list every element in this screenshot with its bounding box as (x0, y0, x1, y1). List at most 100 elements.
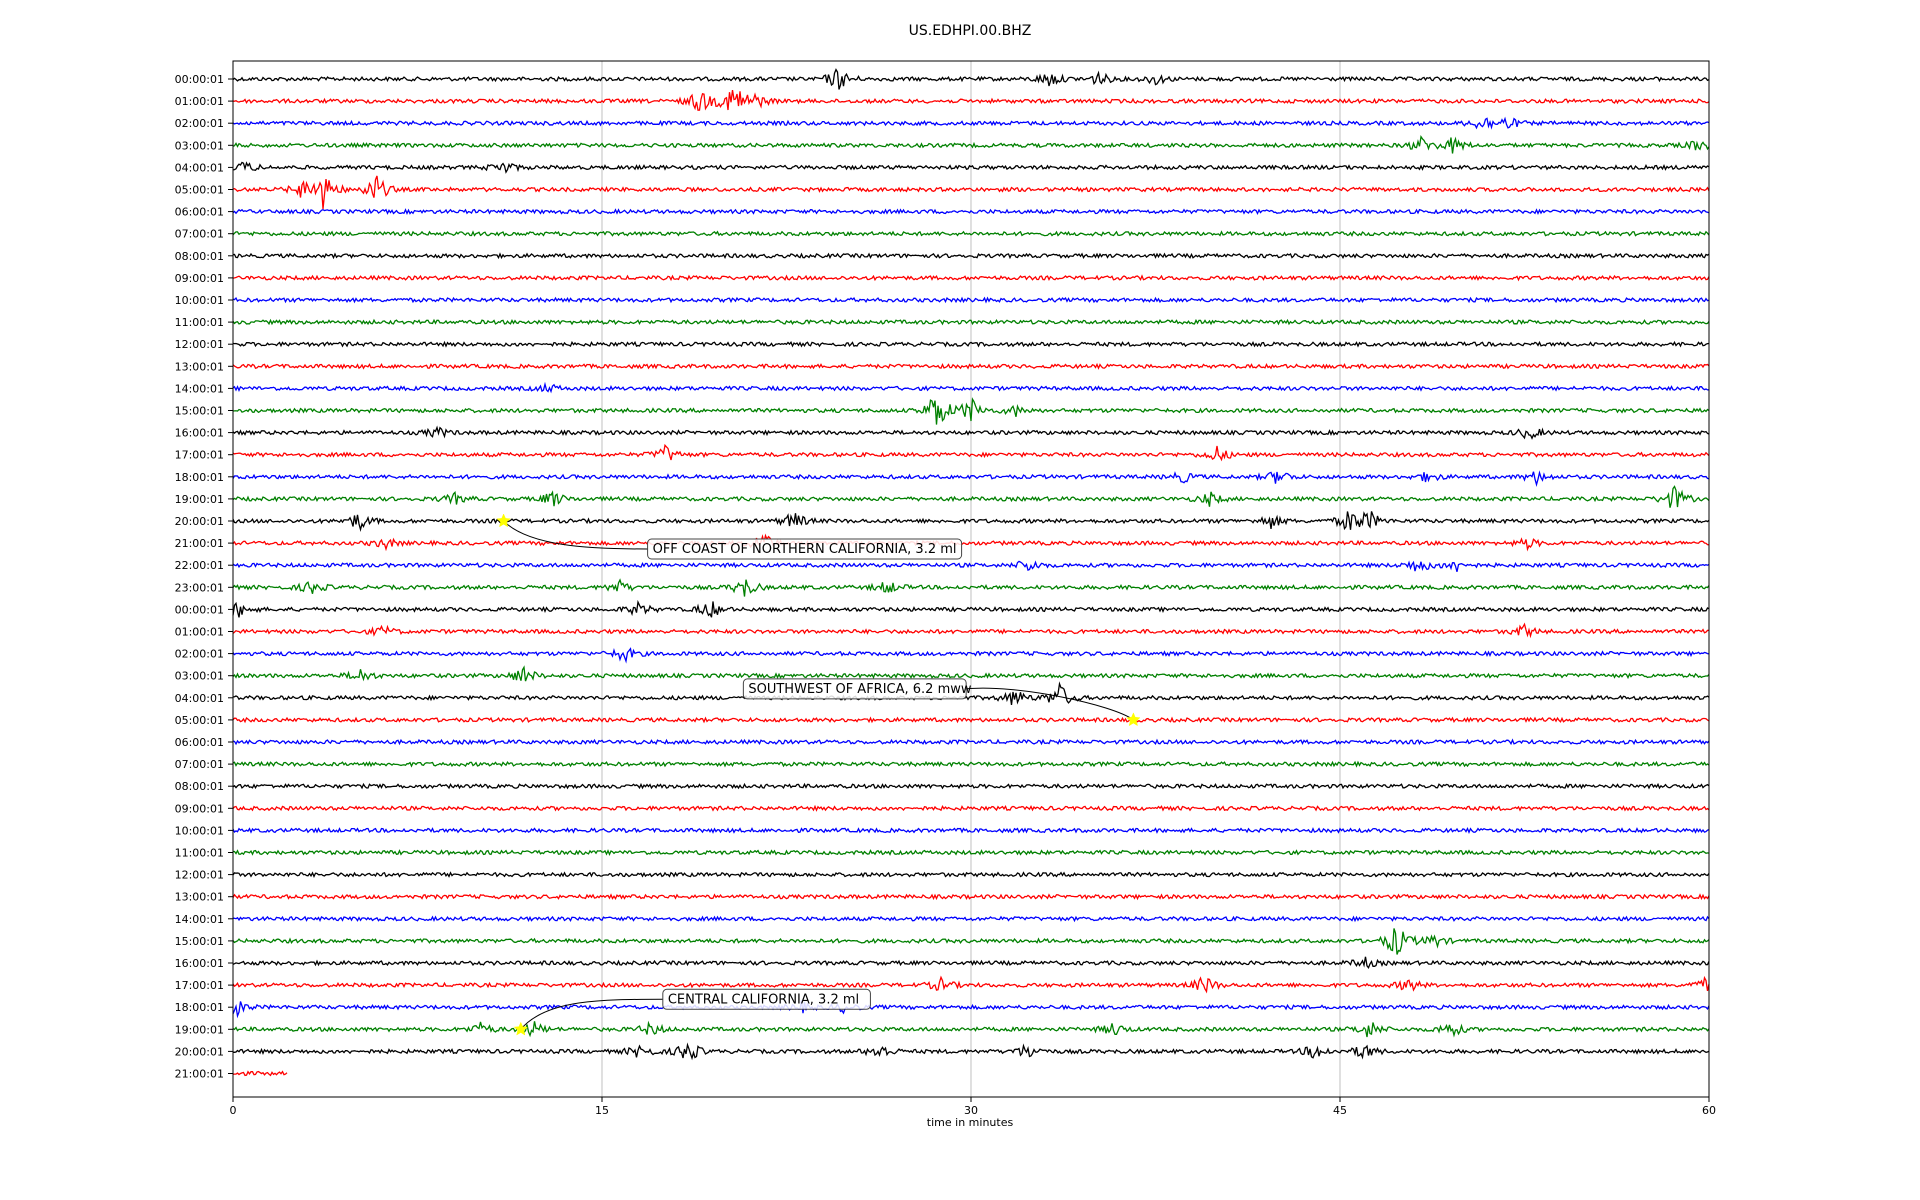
event-connector (520, 998, 663, 1030)
event-label: SOUTHWEST OF AFRICA, 6.2 mww (748, 682, 972, 697)
row-time-label: 18:00:01 (175, 471, 224, 484)
trace-row (232, 782, 1710, 790)
trace-row (232, 560, 1710, 572)
row-time-label: 00:00:01 (175, 603, 224, 616)
event-star-marker (496, 513, 511, 528)
event-star-marker (1126, 712, 1141, 727)
chart-title: US.EDHPI.00.BHZ (909, 23, 1032, 39)
trace-row (232, 511, 1710, 533)
trace-row (232, 68, 1710, 90)
trace-row (232, 578, 1710, 597)
event-connector (503, 520, 648, 550)
row-time-label: 21:00:01 (175, 537, 224, 550)
row-time-label: 05:00:01 (175, 184, 224, 197)
trace-row (232, 1000, 1710, 1019)
trace-row (232, 1042, 1710, 1061)
trace-row (232, 1070, 288, 1077)
x-axis-ticks: 0 15 30 45 60 (230, 1097, 1716, 1117)
event-label: CENTRAL CALIFORNIA, 3.2 ml (668, 992, 859, 1007)
trace-row (232, 274, 1710, 282)
trace-row (232, 485, 1710, 508)
trace-row (232, 381, 1710, 394)
row-time-label: 15:00:01 (175, 935, 224, 948)
row-time-label: 09:00:01 (175, 272, 224, 285)
trace-row (233, 849, 1710, 857)
row-time-label: 02:00:01 (175, 648, 224, 661)
trace-row (232, 470, 1710, 488)
trace-row (232, 175, 1710, 209)
row-time-label: 07:00:01 (175, 758, 224, 771)
row-time-label: 11:00:01 (175, 847, 224, 860)
row-time-label: 06:00:01 (175, 206, 224, 219)
trace-row (232, 425, 1710, 440)
row-time-label: 22:00:01 (175, 559, 224, 572)
trace-row (232, 116, 1710, 130)
event-label-box (742, 678, 967, 700)
row-time-label: 16:00:01 (175, 957, 224, 970)
trace-row (232, 599, 1710, 618)
x-axis-label: time in minutes (927, 1116, 1014, 1129)
row-time-label: 06:00:01 (175, 736, 224, 749)
row-time-label: 23:00:01 (175, 581, 224, 594)
row-time-label: 19:00:01 (175, 1023, 224, 1036)
row-time-label: 03:00:01 (175, 139, 224, 152)
row-time-label: 07:00:01 (175, 228, 224, 241)
row-time-label: 05:00:01 (175, 714, 224, 727)
trace-row (232, 134, 1710, 154)
trace-row (232, 362, 1710, 370)
row-time-label: 01:00:01 (175, 626, 224, 639)
trace-row (232, 230, 1710, 238)
trace-row (232, 208, 1710, 216)
x-tick-label: 15 (595, 1104, 609, 1117)
trace-row (232, 915, 1710, 923)
trace-row (232, 716, 1710, 724)
trace-row (232, 533, 1710, 552)
row-time-label: 10:00:01 (175, 824, 224, 837)
trace-row (232, 647, 1710, 664)
row-time-label: 14:00:01 (175, 913, 224, 926)
trace-row (232, 928, 1710, 955)
row-time-label: 14:00:01 (175, 382, 224, 395)
row-time-label: 18:00:01 (175, 1001, 224, 1014)
event-label: OFF COAST OF NORTHERN CALIFORNIA, 3.2 ml (653, 542, 957, 557)
trace-row (232, 296, 1710, 304)
row-time-label: 04:00:01 (175, 161, 224, 174)
x-tick-label: 30 (964, 1104, 978, 1117)
row-time-label: 12:00:01 (175, 338, 224, 351)
trace-row (232, 681, 1710, 705)
event-star-marker (513, 1021, 529, 1036)
row-time-label: 15:00:01 (175, 405, 224, 418)
event-label-box (662, 988, 871, 1010)
x-tick-label: 0 (230, 1104, 237, 1117)
trace-row (232, 318, 1710, 326)
trace-row (232, 340, 1710, 348)
row-time-label: 12:00:01 (175, 869, 224, 882)
row-time-label: 08:00:01 (175, 250, 224, 263)
row-time-label: 16:00:01 (175, 427, 224, 440)
row-time-label: 17:00:01 (175, 979, 224, 992)
row-time-label: 09:00:01 (175, 802, 224, 815)
trace-row (232, 443, 1710, 462)
row-time-label: 02:00:01 (175, 117, 224, 130)
row-time-label: 03:00:01 (175, 670, 224, 683)
trace-row (232, 827, 1710, 835)
row-time-label: 04:00:01 (175, 692, 224, 705)
seismic-traces (232, 68, 1710, 1077)
row-time-label: 11:00:01 (175, 316, 224, 329)
trace-row (232, 804, 1710, 812)
x-tick-label: 60 (1702, 1104, 1716, 1117)
row-time-labels: 00:00:01 01:00:01 02:00:01 03:00:01 04:00:01… (175, 73, 233, 1081)
row-time-label: 08:00:01 (175, 780, 224, 793)
trace-row (232, 1020, 1710, 1038)
row-time-label: 17:00:01 (175, 449, 224, 462)
trace-row (232, 975, 1710, 994)
event-label-box (647, 538, 963, 560)
trace-row (232, 397, 1710, 425)
trace-row (232, 956, 1710, 969)
trace-row (232, 161, 1710, 174)
row-time-label: 19:00:01 (175, 493, 224, 506)
trace-row (232, 760, 1710, 768)
row-time-label: 00:00:01 (175, 73, 224, 86)
row-time-label: 13:00:01 (175, 360, 224, 373)
